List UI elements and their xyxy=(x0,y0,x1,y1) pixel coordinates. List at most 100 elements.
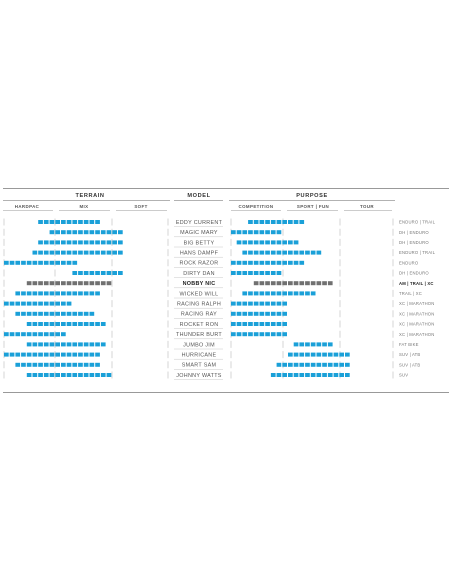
purpose-bar-segment xyxy=(310,342,316,347)
purpose-bar-segment xyxy=(265,322,270,326)
terrain-bar-segment xyxy=(78,342,83,347)
terrain-bar-segment xyxy=(26,311,32,316)
purpose-bar-segment xyxy=(310,362,316,367)
purpose-bar-segment xyxy=(316,373,322,377)
terrain-bar-segment xyxy=(32,322,38,326)
purpose-bar-segment xyxy=(322,281,327,286)
terrain-bar-segment xyxy=(49,342,55,347)
purpose-bar-segment xyxy=(242,311,248,316)
terrain-bar-segment xyxy=(78,291,83,296)
purpose-bar-segment xyxy=(276,271,282,275)
terrain-bar-segment xyxy=(38,342,43,347)
terrain-bar-segment xyxy=(66,311,72,316)
purpose-bar-segment xyxy=(299,291,305,296)
terrain-bar-segment xyxy=(38,362,43,367)
purpose-bar-segment xyxy=(242,260,248,265)
terrain-bar-segment xyxy=(32,301,38,306)
purpose-bar-segment xyxy=(270,311,276,316)
terrain-bar-segment xyxy=(61,373,66,377)
terrain-bar-segment xyxy=(43,373,49,377)
terrain-bar-segment xyxy=(49,373,55,377)
terrain-bar-segment xyxy=(89,240,95,245)
model-name: SMART SAM xyxy=(182,363,217,369)
terrain-bar-segment xyxy=(89,250,95,255)
purpose-bar-segment xyxy=(253,281,259,286)
terrain-bar-segment xyxy=(32,342,38,347)
terrain-bar-segment xyxy=(38,301,43,306)
terrain-bar-segment xyxy=(9,332,15,337)
purpose-bar-segment xyxy=(299,342,305,347)
purpose-bar-segment xyxy=(345,352,350,357)
purpose-bar-segment xyxy=(282,240,287,245)
terrain-bar-segment xyxy=(55,230,60,235)
purpose-bar-segment xyxy=(288,220,293,224)
purpose-bar-segment xyxy=(288,250,293,255)
terrain-bar-segment xyxy=(89,352,95,357)
terrain-bar-segment xyxy=(78,311,83,316)
model-name: JUMBO JIM xyxy=(183,342,215,348)
terrain-bar-segment xyxy=(38,373,43,377)
use-label: DH | ENDURO xyxy=(399,240,429,245)
terrain-bar-segment xyxy=(61,230,66,235)
purpose-bar-segment xyxy=(259,220,265,224)
terrain-bar-segment xyxy=(49,301,55,306)
terrain-bar-segment xyxy=(95,271,100,275)
terrain-bar-segment xyxy=(72,291,78,296)
use-label: TRAIL | XC xyxy=(399,291,422,296)
purpose-bar-segment xyxy=(248,260,253,265)
purpose-bar-segment xyxy=(327,352,333,357)
terrain-bar-segment xyxy=(9,301,15,306)
purpose-bar-segment xyxy=(288,352,293,357)
purpose-bar-segment xyxy=(282,291,287,296)
terrain-bar-segment xyxy=(95,342,100,347)
purpose-bar-segment xyxy=(236,240,242,245)
use-label: XC | MARATHON xyxy=(399,301,434,306)
terrain-bar-segment xyxy=(43,362,49,367)
purpose-bar-segment xyxy=(288,362,293,367)
purpose-bar-segment xyxy=(236,311,242,316)
terrain-bar-segment xyxy=(61,250,66,255)
terrain-bar-segment xyxy=(83,352,89,357)
purpose-bar-segment xyxy=(333,352,339,357)
model-name: DIRTY DAN xyxy=(183,271,215,277)
terrain-bar-segment xyxy=(83,362,89,367)
purpose-bar-segment xyxy=(231,301,236,306)
terrain-bar-segment xyxy=(95,250,100,255)
purpose-bar-segment xyxy=(236,271,242,275)
purpose-bar-segment xyxy=(236,332,242,337)
terrain-bar-segment xyxy=(66,260,72,265)
purpose-bar-segment xyxy=(288,240,293,245)
model-name: RACING RALPH xyxy=(177,302,221,308)
terrain-bar-segment xyxy=(83,281,89,286)
purpose-bar-segment xyxy=(270,322,276,326)
terrain-bar-segment xyxy=(38,322,43,326)
terrain-bar-segment xyxy=(43,352,49,357)
use-label: SUV | ATB xyxy=(399,362,420,367)
use-label: XC | MARATHON xyxy=(399,332,434,337)
terrain-bar-segment xyxy=(21,362,26,367)
terrain-bar-segment xyxy=(66,322,72,326)
terrain-bar-segment xyxy=(55,220,60,224)
terrain-bar-segment xyxy=(78,352,83,357)
purpose-bar-segment xyxy=(305,342,310,347)
terrain-bar-segment xyxy=(95,291,100,296)
purpose-bar-segment xyxy=(276,230,282,235)
terrain-bar-segment xyxy=(26,332,32,337)
purpose-bar-segment xyxy=(242,271,248,275)
purpose-bar-segment xyxy=(339,352,344,357)
terrain-bar-segment xyxy=(49,322,55,326)
terrain-bar-segment xyxy=(72,271,78,275)
terrain-bar-segment xyxy=(32,373,38,377)
purpose-bar-segment xyxy=(305,250,310,255)
purpose-bar-segment xyxy=(293,352,299,357)
purpose-bar-segment xyxy=(276,220,282,224)
purpose-bar-segment xyxy=(276,301,282,306)
use-label: SUV xyxy=(399,373,408,378)
purpose-bar-segment xyxy=(276,250,282,255)
terrain-bar-segment xyxy=(66,250,72,255)
terrain-bar-segment xyxy=(15,332,21,337)
purpose-bar-segment xyxy=(231,271,236,275)
terrain-bar-segment xyxy=(55,311,60,316)
purpose-bar-segment xyxy=(248,230,253,235)
terrain-bar-segment xyxy=(43,342,49,347)
